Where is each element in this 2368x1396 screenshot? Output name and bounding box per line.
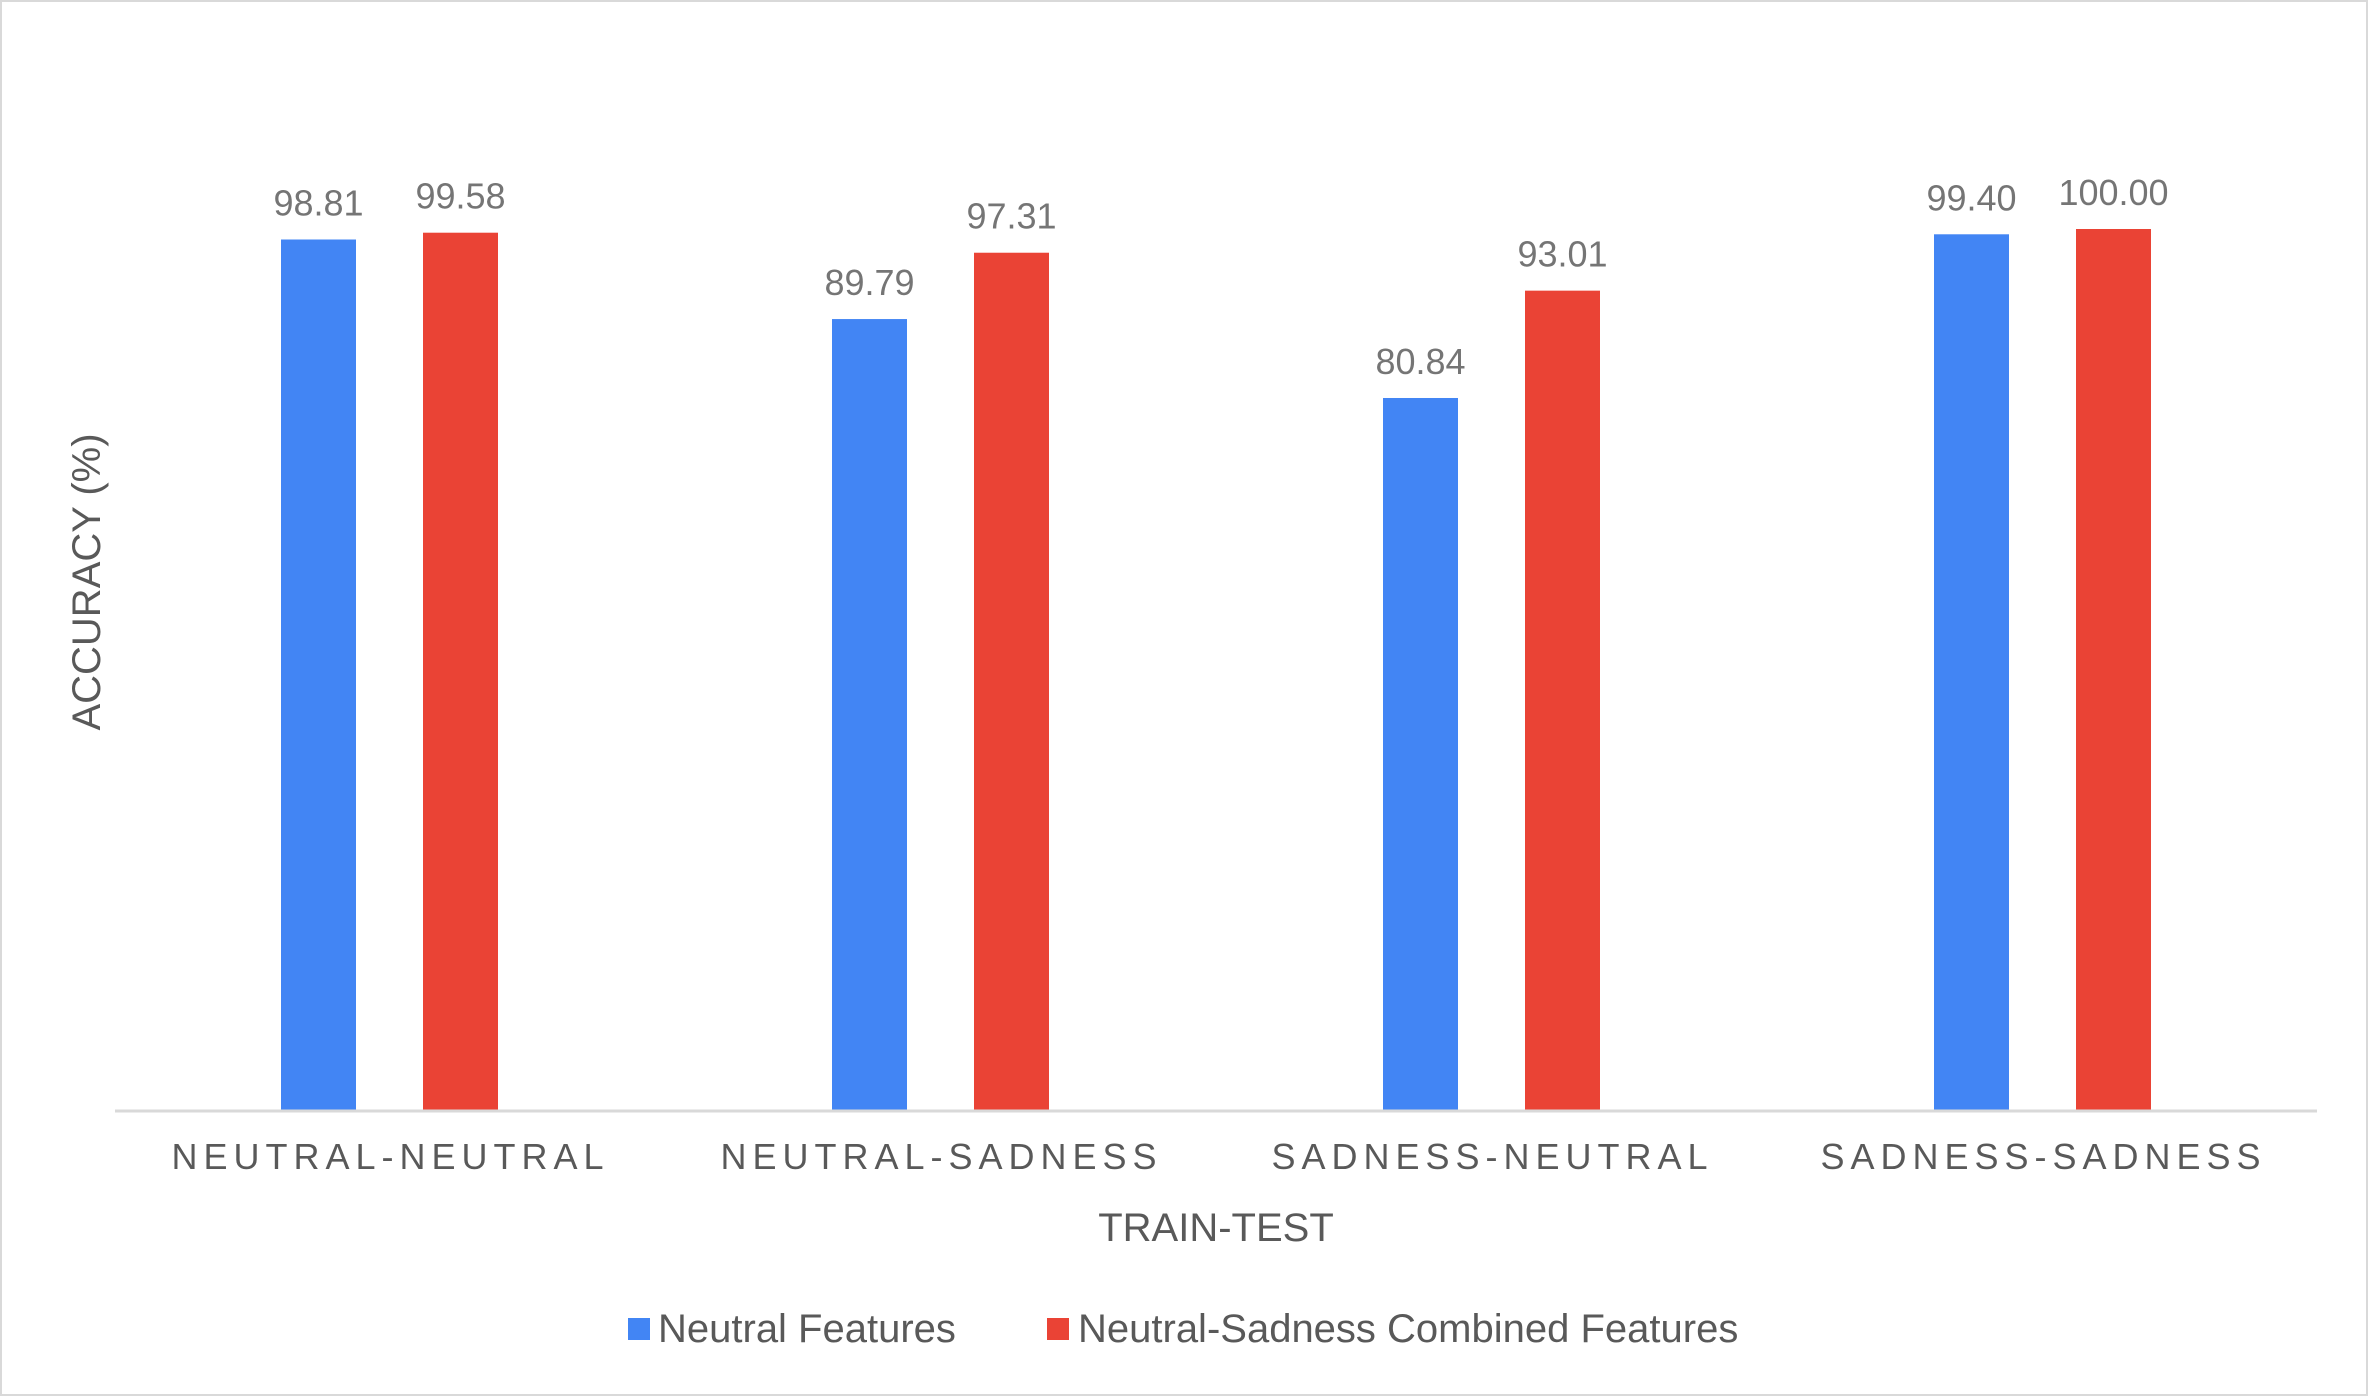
bar-neutral-sadness-neutral-sadness-combined-features	[974, 252, 1049, 1111]
data-label-neutral-neutral-neutral-sadness-combined-features: 99.58	[415, 176, 505, 217]
x-tick-labels-layer: NEUTRAL-NEUTRAL NEUTRAL-SADNESS SADNESS-NE…	[171, 1136, 2266, 1177]
legend-label-neutral-sadness-combined-features: Neutral-Sadness Combined Features	[1078, 1307, 1738, 1351]
data-label-neutral-sadness-neutral-features: 89.79	[824, 262, 914, 303]
bars-layer	[281, 229, 2151, 1112]
bar-sadness-neutral-neutral-sadness-combined-features	[1525, 290, 1600, 1111]
bar-neutral-neutral-neutral-sadness-combined-features	[423, 232, 498, 1111]
legend: Neutral Features Neutral-Sadness Combined…	[628, 1307, 1738, 1351]
x-tick-label-sadness-sadness: SADNESS-SADNESS	[1820, 1136, 2266, 1177]
x-tick-label-neutral-neutral: NEUTRAL-NEUTRAL	[171, 1136, 609, 1177]
data-label-sadness-neutral-neutral-features: 80.84	[1375, 341, 1465, 382]
legend-label-neutral-features: Neutral Features	[658, 1307, 956, 1351]
bar-sadness-sadness-neutral-features	[1934, 234, 2009, 1112]
data-label-neutral-neutral-neutral-features: 98.81	[273, 182, 363, 223]
data-label-neutral-sadness-neutral-sadness-combined-features: 97.31	[966, 196, 1056, 237]
bar-neutral-sadness-neutral-features	[832, 319, 907, 1111]
bar-sadness-sadness-neutral-sadness-combined-features	[2076, 229, 2151, 1111]
bar-neutral-neutral-neutral-features	[281, 239, 356, 1112]
y-axis-title: ACCURACY (%)	[65, 433, 109, 730]
data-labels-layer: 98.81 99.58 89.79 97.31 80.84 93.01 99.40 100.0…	[273, 172, 2168, 382]
x-tick-label-neutral-sadness: NEUTRAL-SADNESS	[720, 1136, 1162, 1177]
legend-swatch-neutral-features	[628, 1318, 650, 1340]
x-axis-title: TRAIN-TEST	[1098, 1206, 1334, 1250]
data-label-sadness-sadness-neutral-sadness-combined-features: 100.00	[2058, 172, 2168, 213]
data-label-sadness-sadness-neutral-features: 99.40	[1926, 177, 2016, 218]
data-label-sadness-neutral-neutral-sadness-combined-features: 93.01	[1517, 234, 1607, 275]
x-tick-label-sadness-neutral: SADNESS-NEUTRAL	[1271, 1136, 1713, 1177]
legend-swatch-neutral-sadness-combined-features	[1047, 1318, 1069, 1340]
bar-sadness-neutral-neutral-features	[1383, 397, 1458, 1111]
